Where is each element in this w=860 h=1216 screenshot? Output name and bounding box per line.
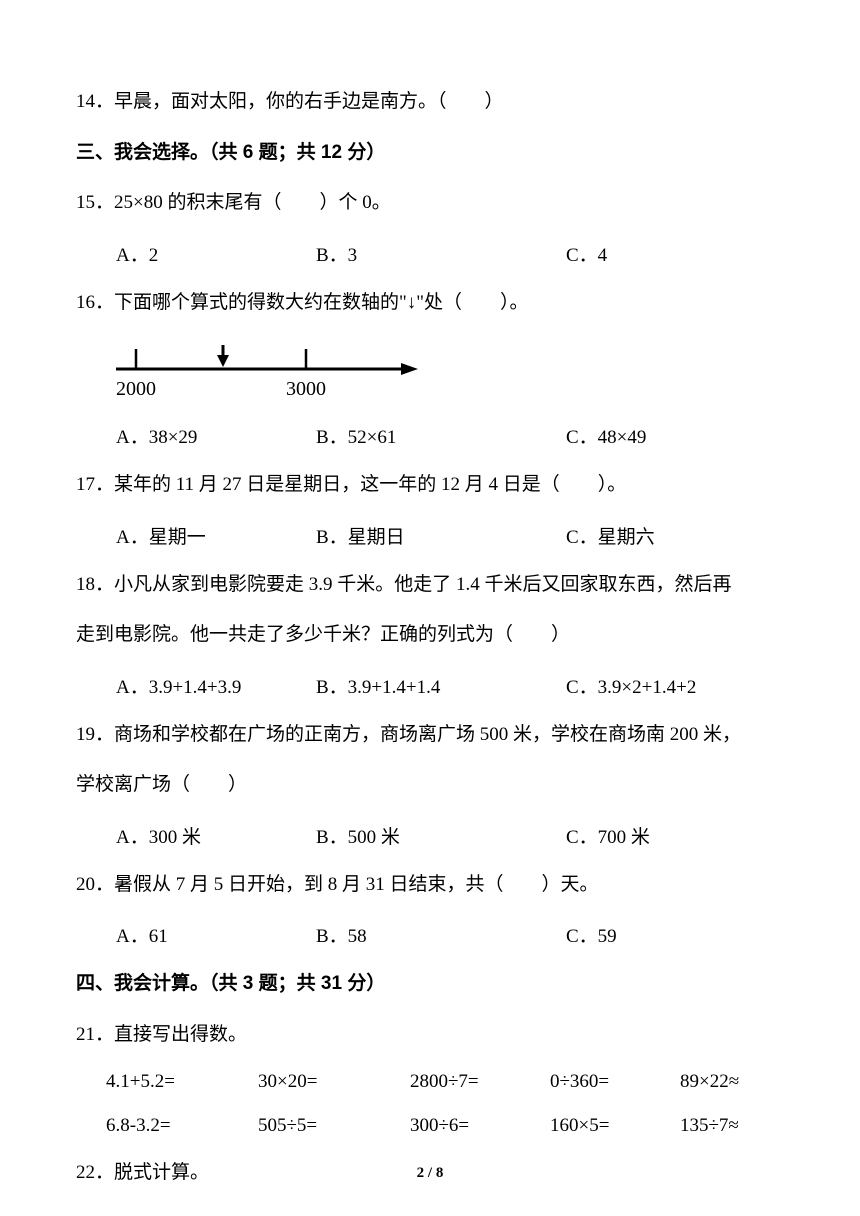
question-20-options: A．61 B．58 C．59 <box>76 921 784 948</box>
option-c: C．59 <box>566 921 784 948</box>
calc-cell: 300÷6= <box>410 1115 550 1137</box>
option-a: A．3.9+1.4+3.9 <box>116 672 316 699</box>
option-b: B．3.9+1.4+1.4 <box>316 672 566 699</box>
option-b: B．58 <box>316 921 566 948</box>
calc-cell: 160×5= <box>550 1115 680 1137</box>
calc-cell: 30×20= <box>258 1071 410 1093</box>
option-c: C．3.9×2+1.4+2 <box>566 672 784 699</box>
question-18-line2: 走到电影院。他一共走了多少千米？正确的列式为（ ） <box>76 621 784 650</box>
option-c: C．48×49 <box>566 422 784 449</box>
calc-cell: 6.8-3.2= <box>106 1115 258 1137</box>
question-19-line2: 学校离广场（ ） <box>76 771 784 800</box>
option-c: C．700 米 <box>566 822 784 849</box>
option-b: B．500 米 <box>316 822 566 849</box>
calc-cell: 0÷360= <box>550 1071 680 1093</box>
option-b: B．星期日 <box>316 522 566 549</box>
axis-label-2000: 2000 <box>116 378 156 400</box>
question-19-options: A．300 米 B．500 米 C．700 米 <box>76 822 784 849</box>
calc-row-1: 4.1+5.2= 30×20= 2800÷7= 0÷360= 89×22≈ <box>76 1071 784 1093</box>
question-20: 20．暑假从 7 月 5 日开始，到 8 月 31 日结束，共（ ）天。 <box>76 871 784 900</box>
page-number: 2 / 8 <box>0 1165 860 1182</box>
question-16-options: A．38×29 B．52×61 C．48×49 <box>76 422 784 449</box>
calc-cell: 135÷7≈ <box>680 1115 784 1137</box>
option-a: A．300 米 <box>116 822 316 849</box>
option-b: B．3 <box>316 240 566 267</box>
question-15-options: A．2 B．3 C．4 <box>76 240 784 267</box>
number-line-diagram: 2000 3000 <box>106 339 784 414</box>
section-4-heading: 四、我会计算。（共 3 题；共 31 分） <box>76 970 784 999</box>
question-15: 15．25×80 的积末尾有（ ）个 0。 <box>76 189 784 218</box>
question-21: 21．直接写出得数。 <box>76 1021 784 1050</box>
calc-cell: 2800÷7= <box>410 1071 550 1093</box>
question-18-options: A．3.9+1.4+3.9 B．3.9+1.4+1.4 C．3.9×2+1.4+… <box>76 672 784 699</box>
question-17-options: A．星期一 B．星期日 C．星期六 <box>76 522 784 549</box>
option-a: A．星期一 <box>116 522 316 549</box>
option-a: A．38×29 <box>116 422 316 449</box>
calc-row-2: 6.8-3.2= 505÷5= 300÷6= 160×5= 135÷7≈ <box>76 1115 784 1137</box>
section-3-heading: 三、我会选择。（共 6 题；共 12 分） <box>76 139 784 168</box>
option-a: A．61 <box>116 921 316 948</box>
calc-cell: 4.1+5.2= <box>106 1071 258 1093</box>
calc-cell: 505÷5= <box>258 1115 410 1137</box>
question-18-line1: 18．小凡从家到电影院要走 3.9 千米。他走了 1.4 千米后又回家取东西，然… <box>76 571 784 600</box>
axis-label-3000: 3000 <box>286 378 326 400</box>
option-a: A．2 <box>116 240 316 267</box>
option-b: B．52×61 <box>316 422 566 449</box>
question-16: 16．下面哪个算式的得数大约在数轴的"↓"处（ ）。 <box>76 289 784 318</box>
question-19-line1: 19．商场和学校都在广场的正南方，商场离广场 500 米，学校在商场南 200 … <box>76 721 784 750</box>
option-c: C．4 <box>566 240 784 267</box>
option-c: C．星期六 <box>566 522 784 549</box>
calc-cell: 89×22≈ <box>680 1071 784 1093</box>
question-14: 14．早晨，面对太阳，你的右手边是南方。（ ） <box>76 88 784 117</box>
question-17: 17．某年的 11 月 27 日是星期日，这一年的 12 月 4 日是（ ）。 <box>76 471 784 500</box>
